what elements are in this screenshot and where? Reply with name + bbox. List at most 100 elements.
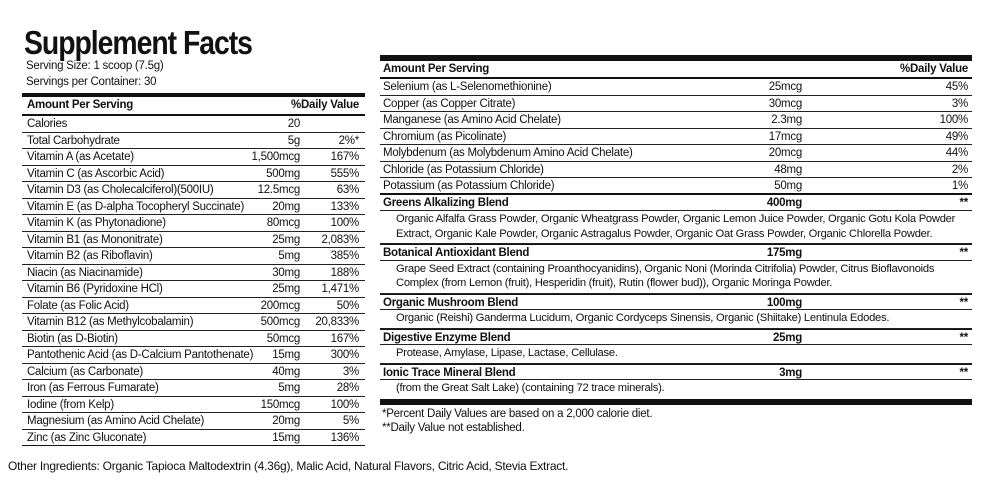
- nutrient-name: Vitamin E (as D-alpha Tocopheryl Succina…: [27, 200, 245, 213]
- mineral-dv: 2%: [951, 163, 968, 176]
- nutrient-dv: 100%: [330, 398, 360, 411]
- header-dv: %Daily Value: [291, 99, 359, 111]
- nutrient-row: Niacin (as Niacinamide) 30mg 188%: [22, 265, 365, 281]
- header-row: Amount Per Serving %Daily Value: [22, 97, 365, 116]
- nutrient-amount: 25mg: [272, 283, 300, 295]
- nutrient-dv: 63%: [336, 184, 360, 196]
- nutrient-dv: 167%: [330, 151, 360, 163]
- blend-dv: **: [959, 296, 969, 309]
- nutrient-name: Zinc (as Zinc Gluconate): [27, 431, 147, 444]
- nutrient-name: Iodine (from Kelp): [27, 398, 114, 411]
- blend-amount: 100mg: [766, 296, 802, 309]
- nutrient-amount: 15mg: [272, 349, 300, 361]
- thick-rule: [22, 93, 365, 97]
- nutrient-amount: 5mg: [278, 250, 300, 262]
- blend-description: Protease, Amylase, Lipase, Lactase, Cell…: [380, 345, 972, 364]
- nutrient-row: Vitamin A (as Acetate) 1,500mcg 167%: [22, 149, 365, 166]
- blend-amount: 3mg: [779, 366, 802, 379]
- nutrient-name: Vitamin D3 (as Cholecalciferol)(500IU): [27, 184, 214, 196]
- mineral-dv: 3%: [951, 97, 968, 110]
- nutrient-amount: 150mcg: [260, 398, 301, 411]
- nutrient-row: Vitamin E (as D-alpha Tocopheryl Succina…: [22, 199, 365, 215]
- nutrient-row: Vitamin K (as Phytonadione) 80mcg 100%: [22, 215, 365, 232]
- nutrient-dv: 300%: [330, 349, 360, 361]
- nutrient-amount: 5g: [287, 134, 301, 147]
- mineral-row: Potassium (as Potassium Chloride) 50mg 1%: [380, 178, 972, 195]
- nutrient-amount: 20mg: [272, 200, 300, 213]
- blend-dv: **: [959, 196, 969, 209]
- mineral-row: Chromium (as Picolinate) 17mcg 49%: [380, 129, 972, 145]
- serving-size: Serving Size: 1 scoop (7.5g): [26, 60, 164, 72]
- mineral-amount: 20mcg: [768, 147, 803, 159]
- blend-row: Botanical Antioxidant Blend 175mg **: [380, 244, 972, 261]
- blend-dv: **: [959, 247, 969, 259]
- nutrient-amount: 30mg: [272, 266, 300, 279]
- mineral-amount: 48mg: [774, 163, 802, 176]
- header-amount: Amount Per Serving: [383, 63, 490, 75]
- blend-dv: **: [959, 366, 969, 379]
- nutrient-dv: 20,833%: [315, 316, 359, 328]
- nutrient-name: Vitamin B1 (as Mononitrate): [27, 233, 163, 246]
- nutrient-amount: 25mg: [272, 233, 300, 246]
- nutrient-dv: 136%: [330, 431, 360, 444]
- mineral-row: Copper (as Copper Citrate) 30mcg 3%: [380, 96, 972, 112]
- nutrient-amount: 40mg: [272, 365, 300, 378]
- blend-dv: **: [959, 331, 969, 344]
- nutrient-dv: 28%: [336, 382, 360, 394]
- blend-description: Grape Seed Extract (containing Proanthoc…: [380, 261, 972, 294]
- mineral-name: Potassium (as Potassium Chloride): [383, 180, 555, 192]
- nutrient-dv: 2%*: [338, 134, 360, 147]
- nutrient-row: Folate (as Folic Acid) 200mcg 50%: [22, 298, 365, 314]
- nutrient-amount: 50mcg: [266, 332, 301, 345]
- blend-name: Digestive Enzyme Blend: [383, 331, 511, 344]
- nutrient-name: Magnesium (as Amino Acid Chelate): [27, 415, 205, 427]
- header-amount: Amount Per Serving: [27, 99, 134, 111]
- nutrient-name: Vitamin B6 (Pyridoxine HCl): [27, 283, 163, 295]
- mineral-dv: 44%: [945, 147, 969, 159]
- nutrient-row: Iron (as Ferrous Fumarate) 5mg 28%: [22, 380, 365, 397]
- blend-row: Ionic Trace Mineral Blend 3mg **: [380, 363, 972, 380]
- nutrient-dv: 5%: [342, 415, 359, 427]
- nutrient-name: Calcium (as Carbonate): [27, 365, 143, 378]
- mineral-name: Chloride (as Potassium Chloride): [383, 163, 544, 176]
- nutrient-amount: 12.5mcg: [257, 184, 301, 196]
- nutrient-row: Iodine (from Kelp) 150mcg 100%: [22, 397, 365, 413]
- mineral-amount: 25mcg: [768, 81, 803, 93]
- mineral-row: Chloride (as Potassium Chloride) 48mg 2%: [380, 162, 972, 178]
- nutrient-dv: 2,083%: [321, 233, 359, 246]
- nutrient-name: Niacin (as Niacinamide): [27, 266, 143, 279]
- right-table: Amount Per Serving %Daily Value Selenium (…: [380, 61, 972, 435]
- nutrient-dv: 50%: [336, 299, 360, 312]
- mineral-row: Molybdenum (as Molybdenum Amino Acid Che…: [380, 145, 972, 162]
- nutrient-row: Vitamin B1 (as Mononitrate) 25mg 2,083%: [22, 232, 365, 248]
- blend-name: Greens Alkalizing Blend: [383, 196, 509, 209]
- nutrient-name: Vitamin A (as Acetate): [27, 151, 134, 163]
- nutrient-amount: 200mcg: [260, 299, 301, 312]
- nutrient-row: Vitamin B12 (as Methylcobalamin) 500mcg 20…: [22, 314, 365, 331]
- nutrient-name: Vitamin C (as Ascorbic Acid): [27, 167, 165, 180]
- nutrient-amount: 5mg: [278, 382, 300, 394]
- nutrient-amount: 20mg: [272, 415, 300, 427]
- blend-name: Organic Mushroom Blend: [383, 296, 519, 309]
- nutrient-name: Vitamin B2 (as Riboflavin): [27, 250, 153, 262]
- nutrient-name: Folate (as Folic Acid): [27, 299, 129, 312]
- nutrient-dv: 100%: [330, 217, 360, 229]
- blend-amount: 400mg: [766, 196, 802, 209]
- nutrient-dv: 555%: [330, 167, 360, 180]
- blend-description: Organic Alfalfa Grass Powder, Organic Wh…: [380, 211, 972, 244]
- thick-rule: [380, 55, 972, 61]
- mineral-name: Selenium (as L-Selenomethionine): [383, 81, 552, 93]
- mineral-dv: 100%: [939, 114, 969, 126]
- nutrient-name: Pantothenic Acid (as D-Calcium Pantothen…: [27, 349, 254, 361]
- nutrient-dv: 167%: [330, 332, 360, 345]
- nutrient-dv: 3%: [342, 365, 359, 378]
- nutrient-row: Vitamin C (as Ascorbic Acid) 500mg 555%: [22, 166, 365, 182]
- mineral-name: Molybdenum (as Molybdenum Amino Acid Che…: [383, 147, 633, 159]
- footnote: **Daily Value not established.: [382, 421, 525, 434]
- other-ingredients: Other Ingredients: Organic Tapioca Malto…: [8, 459, 569, 473]
- nutrient-name: Vitamin B12 (as Methylcobalamin): [27, 316, 194, 328]
- nutrient-name: Iron (as Ferrous Fumarate): [27, 382, 159, 394]
- title: Supplement Facts: [24, 24, 253, 61]
- nutrient-dv: 385%: [330, 250, 360, 262]
